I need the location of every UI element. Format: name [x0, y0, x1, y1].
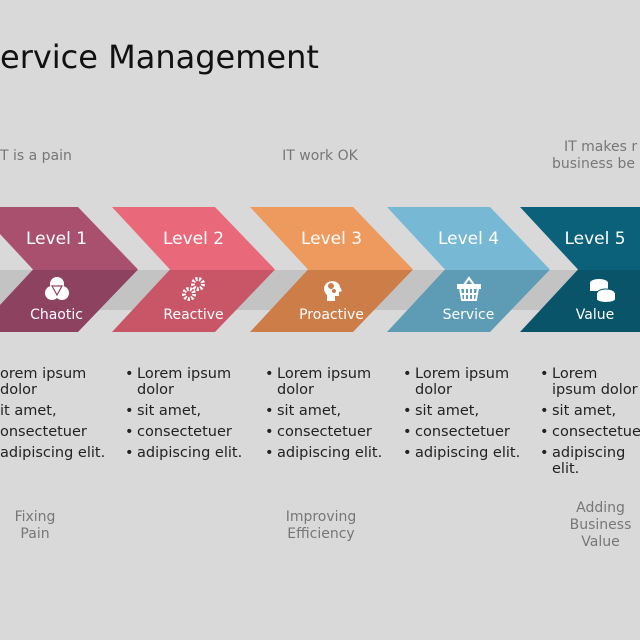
level-label: Level 2 — [162, 229, 225, 249]
bullet-text: sit amet, — [415, 403, 480, 419]
level-label: Level 5 — [564, 229, 626, 249]
bullet-item: •onsectetuer — [0, 424, 118, 440]
bullet-text: onsectetuer — [0, 424, 87, 440]
bullet-text: adipiscing elit. — [552, 445, 626, 477]
level-sub-label: Proactive — [299, 307, 364, 323]
caption-line: business be — [552, 156, 635, 172]
bullet-item: • consectetuer — [265, 424, 372, 440]
gears-icon — [180, 275, 208, 303]
bullet-item: • Lorem ipsum dolor — [540, 366, 638, 398]
caption-line: Business — [569, 517, 632, 533]
bullet-text: Lorem ipsum dolor — [137, 366, 232, 398]
bullet-text: sit amet, — [552, 403, 617, 419]
bullet-text: sit amet, — [277, 403, 342, 419]
caption-line: Fixing — [14, 509, 56, 525]
bullet-item: • consectetuer — [403, 424, 510, 440]
caption-line: Improving — [285, 509, 357, 525]
level-sub-label: Reactive — [163, 307, 224, 323]
bullet-item: •orem ipsum dolor — [0, 366, 118, 398]
bullet-text: adipiscing elit. — [137, 445, 243, 461]
caption-line: T is a pain — [0, 148, 72, 164]
top-caption-3: IT makes r business be — [552, 139, 640, 173]
bullet-item: • sit amet, — [125, 403, 202, 419]
bullet-item: • sit amet, — [265, 403, 342, 419]
bullet-item: •adipiscing elit. — [540, 445, 626, 477]
bottom-caption-3: Adding Business Value — [561, 500, 640, 551]
bullet-text: consectetuer — [415, 424, 510, 440]
bullet-text: Lorem ipsum dolor — [415, 366, 510, 398]
top-caption-2: IT work OK — [260, 148, 380, 165]
bullet-item: • sit amet, — [403, 403, 480, 419]
bullet-text: orem ipsum dolor — [0, 366, 87, 398]
bullet-text: consectetuer — [552, 424, 640, 440]
bullet-item: • consectetuer — [125, 424, 232, 440]
caption-line: Pain — [20, 526, 50, 542]
bullet-column-1: •orem ipsum dolor •it amet, •onsectetuer •a… — [0, 366, 118, 466]
head-gears-icon — [318, 275, 346, 303]
caption-line: Value — [581, 534, 620, 550]
level-sub-label: Service — [442, 307, 495, 323]
bullet-text: adipiscing elit. — [277, 445, 383, 461]
venn-circles-icon — [43, 275, 71, 303]
level-label: Level 1 — [25, 229, 88, 249]
caption-line: IT work OK — [282, 148, 358, 164]
bullet-text: consectetuer — [277, 424, 372, 440]
level-sub-label: Value — [575, 307, 615, 323]
bullet-item: •adipiscing elit. — [403, 445, 521, 461]
bullet-item: • Lorem ipsum dolor — [403, 366, 510, 398]
caption-line: IT makes r — [564, 139, 638, 155]
bullet-column-3: • Lorem ipsum dolor • sit amet, • consectetue… — [265, 366, 395, 466]
bullet-item: •it amet, — [0, 403, 118, 419]
bullet-text: Lorem ipsum dolor — [552, 366, 638, 398]
bullet-text: adipiscing elit. — [415, 445, 521, 461]
caption-line: Efficiency — [287, 526, 355, 542]
bottom-caption-2: Improving Efficiency — [266, 509, 376, 543]
bullet-item: •adipiscing elit. — [265, 445, 383, 461]
bullet-column-4: • Lorem ipsum dolor • sit amet, • consectetue… — [403, 366, 533, 466]
bullet-text: sit amet, — [137, 403, 202, 419]
bullet-text: adipiscing elit. — [0, 445, 106, 461]
bottom-caption-1: Fixing Pain — [0, 509, 70, 543]
level-label: Level 4 — [437, 229, 500, 249]
bullet-item: • Lorem ipsum dolor — [265, 366, 372, 398]
bullet-text: it amet, — [0, 403, 57, 419]
bullet-column-5: • Lorem ipsum dolor • sit amet, • consectetue… — [540, 366, 640, 482]
slide-title: ervice Management — [0, 38, 319, 76]
top-caption-1: T is a pain — [0, 148, 72, 165]
bullet-item: • consectetuer — [540, 424, 640, 440]
bullet-item: •adipiscing elit. — [0, 445, 118, 461]
level-label: Level 3 — [300, 229, 363, 249]
bullet-text: consectetuer — [137, 424, 232, 440]
bullet-item: • Lorem ipsum dolor — [125, 366, 232, 398]
bullet-item: •adipiscing elit. — [125, 445, 243, 461]
bullet-column-2: • Lorem ipsum dolor • sit amet, • consectetue… — [125, 366, 255, 466]
bullet-text: Lorem ipsum dolor — [277, 366, 372, 398]
basket-icon — [455, 275, 483, 303]
bullet-item: • sit amet, — [540, 403, 617, 419]
level-sub-label: Chaotic — [30, 307, 83, 323]
coins-icon — [588, 275, 616, 303]
caption-line: Adding — [576, 500, 625, 516]
